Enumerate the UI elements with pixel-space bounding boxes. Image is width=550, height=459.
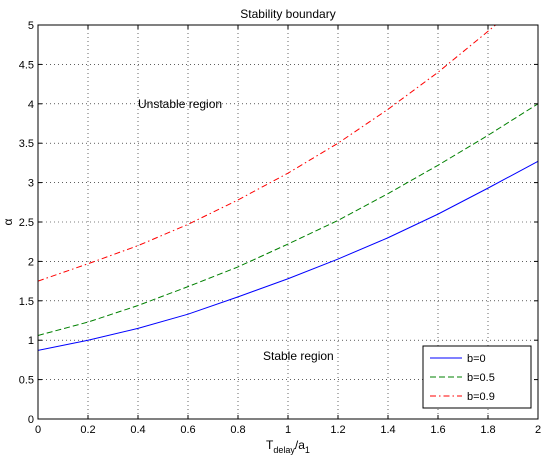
y-tick-label: 3 bbox=[28, 178, 34, 190]
legend-label: b=0 bbox=[467, 353, 486, 365]
series-line-b=0 bbox=[38, 160, 538, 351]
y-tick-label: 0 bbox=[28, 414, 34, 426]
x-axis-label: Tdelay/a1 bbox=[266, 438, 310, 455]
legend-label: b=0.9 bbox=[467, 391, 495, 403]
y-tick-label: 3.5 bbox=[19, 138, 34, 150]
annotation-stable-region: Stable region bbox=[263, 349, 334, 363]
series-layer bbox=[38, 25, 538, 351]
legend-label: b=0.5 bbox=[467, 372, 495, 384]
series-line-b=0.5 bbox=[38, 103, 538, 336]
x-tick-label: 2 bbox=[535, 424, 541, 436]
annotation-unstable-region: Unstable region bbox=[138, 97, 222, 111]
y-tick-label: 0.5 bbox=[19, 375, 34, 387]
x-tick-label: 1.6 bbox=[430, 424, 445, 436]
x-tick-label: 1.2 bbox=[330, 424, 345, 436]
y-tick-label: 2 bbox=[28, 256, 34, 268]
x-tick-label: 0 bbox=[35, 424, 41, 436]
x-tick-label: 1 bbox=[285, 424, 291, 436]
x-tick-label: 0.8 bbox=[230, 424, 245, 436]
y-tick-label: 1 bbox=[28, 335, 34, 347]
x-tick-label: 0.6 bbox=[180, 424, 195, 436]
x-tick-label: 1.4 bbox=[380, 424, 395, 436]
legend: b=0 b=0.5 b=0.9 bbox=[422, 345, 532, 409]
x-tick-label: 1.8 bbox=[480, 424, 495, 436]
x-tick-label: 0.4 bbox=[130, 424, 145, 436]
grid bbox=[38, 25, 538, 419]
series-line-b=0.9 bbox=[38, 25, 497, 282]
y-tick-label: 4 bbox=[28, 99, 34, 111]
y-tick-label: 5 bbox=[28, 20, 34, 32]
y-tick-label: 2.5 bbox=[19, 217, 34, 229]
x-tick-label: 0.2 bbox=[80, 424, 95, 436]
y-axis-label: α bbox=[1, 218, 15, 225]
chart-title: Stability boundary bbox=[240, 7, 335, 21]
y-tick-label: 1.5 bbox=[19, 296, 34, 308]
ticks: 0 0.2 0.4 0.6 0.8 1 1.2 1.4 1.6 1.8 2 0 0.5 1 1.5 2 2.5 3… bbox=[19, 20, 541, 436]
y-tick-label: 4.5 bbox=[19, 59, 34, 71]
